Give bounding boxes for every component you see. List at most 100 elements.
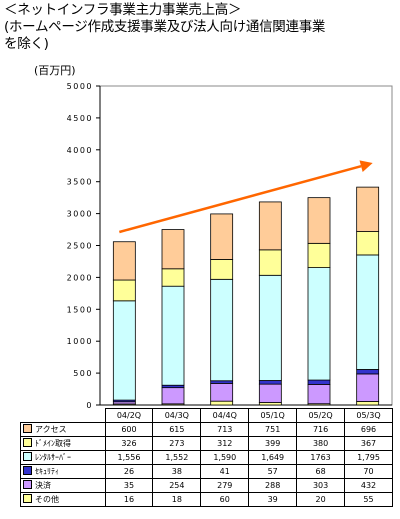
bar-segment	[161, 285, 185, 386]
data-label: 288	[248, 478, 298, 493]
y-tick-label: 1500	[67, 305, 93, 314]
bar-segment	[112, 279, 136, 302]
data-label: 41	[200, 464, 250, 479]
data-label: 600	[104, 422, 154, 437]
bar-segment	[258, 201, 282, 251]
bar-segment	[210, 400, 234, 406]
data-label: 399	[248, 436, 298, 451]
data-label: 20	[296, 492, 346, 507]
data-label: 751	[248, 422, 298, 437]
data-label: 1,556	[104, 450, 154, 465]
legend-swatch	[23, 438, 32, 447]
table-row: ﾚﾝﾀﾙｻｰﾊﾞｰ 1,556 1,552 1,590 1,649 1763 1,795	[20, 450, 393, 465]
legend-swatch	[23, 424, 32, 433]
data-label: 57	[248, 464, 298, 479]
data-table: 04/2Q 04/3Q 04/4Q 05/1Q 05/2Q 05/3Q アクセス 600 615…	[20, 408, 393, 507]
bar-segment	[356, 231, 380, 256]
data-label: 303	[296, 478, 346, 493]
x-tick-label: 05/1Q	[248, 408, 298, 423]
legend-entry: ｾｷｭﾘﾃｨ	[20, 464, 106, 479]
bar-segment	[258, 383, 282, 403]
bar-segment	[258, 380, 282, 385]
x-tick-label: 04/2Q	[104, 408, 154, 423]
data-label: 696	[344, 422, 393, 437]
data-label: 35	[104, 478, 154, 493]
data-label: 68	[296, 464, 346, 479]
bar-segment	[112, 300, 136, 401]
table-row: 決済 35 254 279 288 303 432	[20, 478, 393, 493]
y-tick-label: 2500	[67, 242, 93, 251]
data-label: 55	[344, 492, 393, 507]
legend-label: 決済	[35, 481, 51, 490]
data-label: 380	[296, 436, 346, 451]
bar-segment	[356, 254, 380, 370]
legend-label: ﾄﾞﾒｲﾝ取得	[35, 439, 71, 448]
legend-label: その他	[35, 495, 59, 504]
bar-segment	[356, 373, 380, 402]
x-tick-label: 04/4Q	[200, 408, 250, 423]
chart-title: ＜ネットインフラ事業主力事業売上高＞ (ホームページ作成支援事業及び法人向け通信…	[4, 2, 398, 53]
bar-segment	[161, 268, 185, 287]
data-label: 18	[152, 492, 202, 507]
legend-entry: アクセス	[20, 422, 106, 437]
x-tick-label: 05/3Q	[344, 408, 393, 423]
table-row: ﾄﾞﾒｲﾝ取得 326 273 312 399 380 367	[20, 436, 393, 451]
title-line-3: を除く)	[4, 36, 49, 52]
bar-segment	[307, 242, 331, 268]
title-line-1: ＜ネットインフラ事業主力事業売上高＞	[4, 2, 242, 18]
legend-label: ﾚﾝﾀﾙｻｰﾊﾞｰ	[35, 453, 71, 462]
legend-swatch	[23, 494, 32, 503]
y-tick-label: 500	[73, 369, 93, 378]
data-label: 367	[344, 436, 393, 451]
data-label: 26	[104, 464, 154, 479]
bar-segment	[161, 229, 185, 270]
y-tick-label: 2000	[67, 273, 93, 282]
title-line-2: (ホームページ作成支援事業及び法人向け通信関連事業	[4, 19, 326, 35]
bar-segment	[356, 369, 380, 375]
y-axis-unit-label: (百万円)	[34, 64, 76, 77]
y-tick-label: 3000	[67, 210, 93, 219]
data-label: 1,552	[152, 450, 202, 465]
bar-segment	[307, 383, 331, 405]
bar-segment	[307, 267, 331, 381]
bar-segment	[210, 278, 234, 382]
data-label: 70	[344, 464, 393, 479]
legend-entry: ﾚﾝﾀﾙｻｰﾊﾞｰ	[20, 450, 106, 465]
y-tick-label: 3500	[67, 178, 93, 187]
table-corner	[21, 409, 106, 423]
data-label: 1763	[296, 450, 346, 465]
table-row: ｾｷｭﾘﾃｨ 26 38 41 57 68 70	[20, 464, 393, 479]
x-tick-label: 05/2Q	[296, 408, 346, 423]
data-label: 1,590	[200, 450, 250, 465]
data-label: 60	[200, 492, 250, 507]
bar-segment	[356, 401, 380, 406]
y-tick-label: 0	[86, 401, 93, 410]
bar-segment	[307, 379, 331, 385]
legend-entry: ﾄﾞﾒｲﾝ取得	[20, 436, 106, 451]
bar-segment	[210, 382, 234, 402]
data-label: 716	[296, 422, 346, 437]
data-label: 16	[104, 492, 154, 507]
data-label: 326	[104, 436, 154, 451]
table-row: アクセス 600 615 713 751 716 696	[20, 422, 393, 437]
legend-entry: 決済	[20, 478, 106, 493]
bar-segment	[307, 197, 331, 244]
data-label: 713	[200, 422, 250, 437]
legend-swatch	[23, 452, 32, 461]
data-label: 1,649	[248, 450, 298, 465]
data-label: 38	[152, 464, 202, 479]
data-label: 254	[152, 478, 202, 493]
legend-swatch	[23, 466, 32, 475]
data-label: 312	[200, 436, 250, 451]
data-label: 1,795	[344, 450, 393, 465]
legend-entry: その他	[20, 492, 106, 507]
data-label: 279	[200, 478, 250, 493]
bar-segment	[210, 259, 234, 280]
data-label: 615	[152, 422, 202, 437]
y-tick-label: 4500	[67, 114, 93, 123]
data-label: 39	[248, 492, 298, 507]
legend-swatch	[23, 480, 32, 489]
bar-segment	[258, 249, 282, 276]
legend-label: ｾｷｭﾘﾃｨ	[35, 467, 59, 476]
bar-segment	[112, 241, 136, 281]
